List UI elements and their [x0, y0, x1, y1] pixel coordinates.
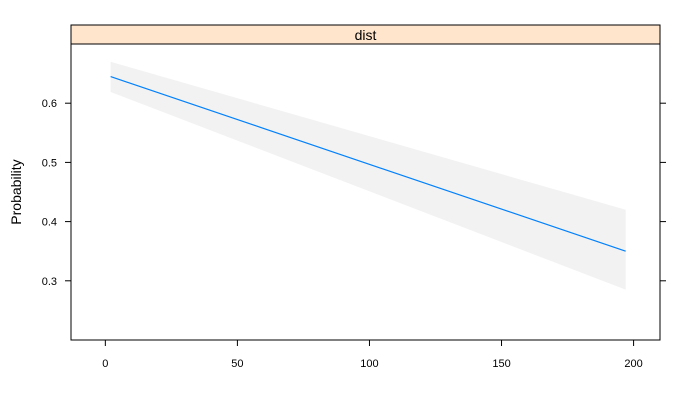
confidence-band [110, 61, 626, 290]
panel-title: dist [355, 27, 377, 43]
x-tick-label: 0 [102, 358, 108, 370]
fit-line-layer [110, 75, 626, 252]
x-tick-label: 100 [360, 358, 378, 370]
x-tick-label: 50 [231, 358, 243, 370]
fit-line [110, 75, 626, 252]
x-tick-label: 200 [624, 358, 642, 370]
y-tick-label: 0.5 [42, 157, 57, 169]
y-axis-label: Probability [8, 159, 24, 224]
x-axis: 0 50 100 150 200 [102, 340, 643, 370]
y-tick-label: 0.6 [42, 98, 57, 110]
confidence-band-layer [110, 61, 626, 290]
y-tick-label: 0.3 [42, 276, 57, 288]
x-tick-label: 150 [492, 358, 510, 370]
y-axis: 0.3 0.4 0.5 0.6 [42, 98, 666, 288]
plot-frame [70, 43, 661, 341]
y-tick-label: 0.4 [42, 217, 57, 229]
